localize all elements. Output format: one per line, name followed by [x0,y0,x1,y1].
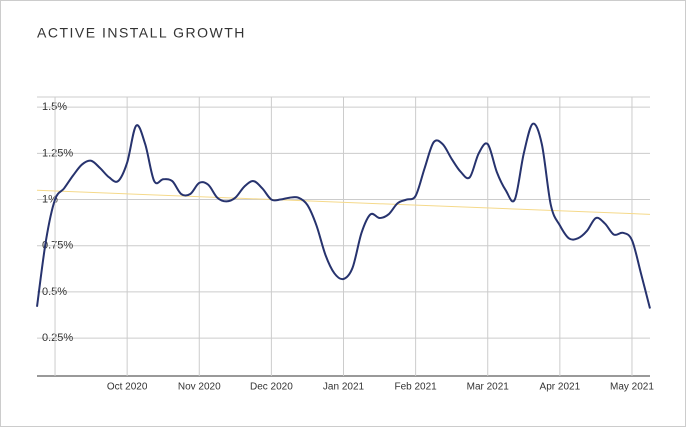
x-tick-label: Feb 2021 [394,382,437,393]
y-tick-label: 0.75% [42,240,73,252]
x-tick-label: May 2021 [610,382,654,393]
x-tick-label: Jan 2021 [323,382,365,393]
x-tick-label: Dec 2020 [250,382,293,393]
x-tick-label: Apr 2021 [540,382,581,393]
x-tick-label: Oct 2020 [107,382,148,393]
x-tick-label: Nov 2020 [178,382,221,393]
trend-line [36,189,651,215]
x-tick-label: Mar 2021 [467,382,510,393]
data-line [36,122,651,309]
y-tick-label: 0.25% [42,332,73,344]
y-tick-label: 1.25% [42,147,73,159]
chart-title: ACTIVE INSTALL GROWTH [37,25,246,41]
